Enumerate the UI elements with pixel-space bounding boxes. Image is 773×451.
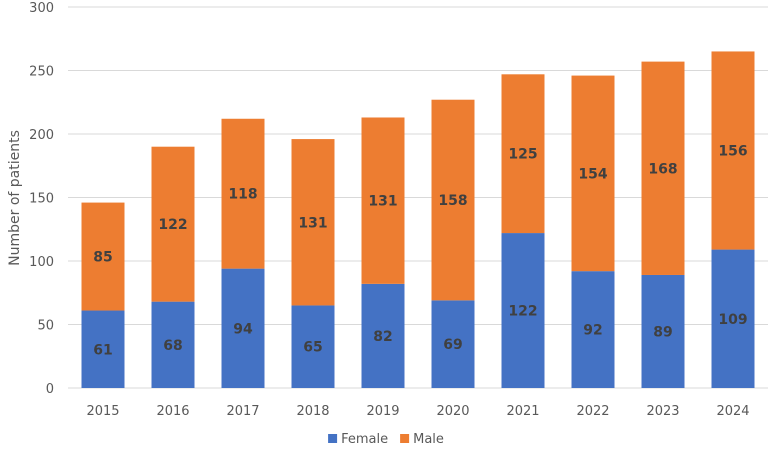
x-tick-label: 2015	[86, 404, 119, 419]
bar-male-2015	[81, 202, 125, 311]
x-axis: 2015 2016 2017 2018 2019 2020 2021 2022 2023 2024	[86, 404, 749, 419]
data-label-female-2017: 94	[233, 321, 253, 337]
bar-female-2022	[571, 271, 615, 388]
legend-swatch-male	[400, 434, 410, 443]
legend-label-male: Male	[413, 432, 444, 447]
data-label-female-2020: 69	[443, 337, 462, 353]
y-tick-label: 200	[29, 128, 54, 143]
y-tick-label: 300	[29, 1, 54, 16]
y-tick-label: 150	[29, 192, 54, 207]
x-tick-label: 2024	[716, 404, 749, 419]
x-tick-label: 2020	[436, 404, 469, 419]
bar-male-2023	[641, 61, 685, 275]
x-tick-label: 2021	[506, 404, 539, 419]
x-tick-label: 2018	[296, 404, 329, 419]
bar-male-2018	[291, 139, 335, 306]
x-tick-label: 2019	[366, 404, 399, 419]
bar-male-2024	[711, 51, 755, 250]
data-label-female-2018: 65	[303, 340, 322, 356]
data-label-male-2017: 118	[228, 187, 257, 203]
x-tick-label: 2017	[226, 404, 259, 419]
y-tick-label: 250	[29, 65, 54, 80]
data-label-male-2018: 131	[298, 215, 327, 231]
data-label-male-2021: 125	[508, 147, 537, 163]
x-tick-label: 2023	[646, 404, 679, 419]
data-label-male-2023: 168	[648, 161, 677, 177]
x-tick-label: 2022	[576, 404, 609, 419]
data-label-male-2020: 158	[438, 193, 467, 209]
bar-female-2023	[641, 274, 685, 388]
data-label-male-2016: 122	[158, 217, 187, 233]
bar-male-2016	[151, 146, 195, 302]
bar-male-2021	[501, 74, 545, 234]
data-label-male-2019: 131	[368, 194, 397, 210]
bar-female-2024	[711, 249, 755, 388]
y-tick-label: 100	[29, 255, 54, 270]
bar-female-2018	[291, 305, 335, 388]
data-label-male-2022: 154	[578, 166, 607, 182]
bar-male-2022	[571, 75, 615, 272]
bar-male-2019	[361, 117, 405, 284]
legend: Female Male	[328, 432, 444, 447]
legend-label-female: Female	[341, 432, 388, 447]
y-axis-title: Number of patients	[7, 130, 23, 266]
legend-swatch-female	[328, 434, 338, 443]
bar-female-2021	[501, 233, 545, 388]
data-label-female-2021: 122	[508, 304, 537, 320]
data-label-female-2015: 61	[93, 342, 112, 358]
data-label-female-2016: 68	[163, 338, 182, 354]
bar-female-2016	[151, 301, 195, 388]
y-tick-label: 0	[46, 382, 54, 397]
x-tick-label: 2016	[156, 404, 189, 419]
bar-female-2020	[431, 300, 475, 388]
data-label-female-2022: 92	[583, 323, 602, 339]
data-label-male-2015: 85	[93, 250, 112, 266]
bar-female-2019	[361, 283, 405, 388]
data-label-female-2019: 82	[373, 329, 392, 345]
bar-male-2020	[431, 99, 475, 301]
data-label-female-2023: 89	[653, 324, 672, 340]
data-labels: 61 85 68 122 94 118 65 131 82 131 69 158 122 125 92 154…	[93, 144, 747, 359]
bar-female-2017	[221, 268, 265, 388]
bars	[81, 51, 755, 388]
data-label-male-2024: 156	[718, 144, 747, 160]
y-axis: 0 50 100 150 200 250 300	[29, 1, 54, 397]
bar-female-2015	[81, 310, 125, 388]
data-label-female-2024: 109	[718, 312, 747, 328]
y-tick-label: 50	[37, 319, 54, 334]
bar-male-2017	[221, 118, 265, 269]
